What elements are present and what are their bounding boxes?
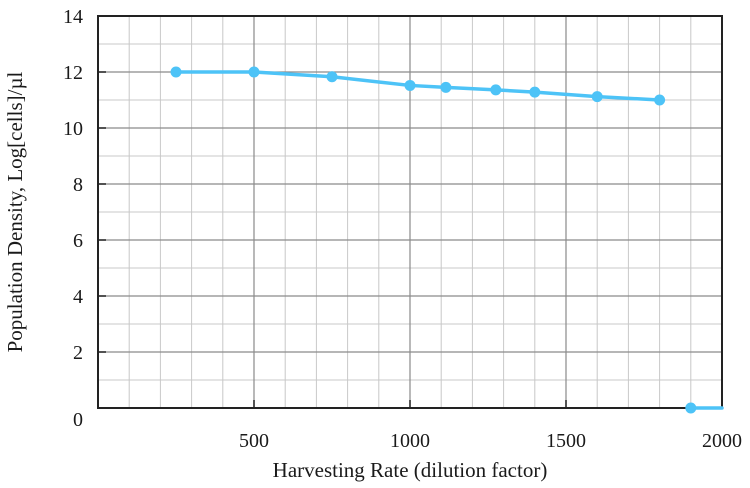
y-axis-ticks: 0 2 4 6 8 10 12 14 bbox=[63, 6, 106, 431]
x-tick-label: 1500 bbox=[546, 430, 586, 452]
data-point bbox=[654, 94, 666, 106]
y-tick-label: 0 bbox=[73, 409, 83, 431]
x-axis-title: Harvesting Rate (dilution factor) bbox=[273, 458, 548, 482]
x-tick-label: 1000 bbox=[390, 430, 430, 452]
data-point bbox=[248, 66, 260, 78]
y-tick-label: 8 bbox=[73, 174, 83, 196]
y-tick-label: 14 bbox=[63, 6, 83, 28]
y-tick-label: 2 bbox=[73, 342, 83, 364]
y-tick-label: 10 bbox=[63, 118, 83, 140]
x-axis-ticks: 500 1000 1500 2000 bbox=[239, 400, 742, 452]
major-gridlines bbox=[98, 16, 722, 408]
series-line bbox=[174, 70, 662, 102]
data-point bbox=[591, 91, 603, 103]
y-tick-label: 6 bbox=[73, 230, 83, 252]
data-point bbox=[490, 84, 502, 96]
series-layer bbox=[170, 66, 724, 414]
y-tick-label: 12 bbox=[63, 62, 83, 84]
x-tick-label: 500 bbox=[239, 430, 269, 452]
data-point bbox=[440, 81, 452, 93]
x-tick-label: 2000 bbox=[702, 430, 742, 452]
y-tick-label: 4 bbox=[73, 286, 83, 308]
data-point bbox=[529, 86, 541, 98]
data-point bbox=[404, 79, 416, 91]
data-point bbox=[326, 71, 338, 83]
data-point bbox=[685, 402, 697, 414]
y-axis-title: Population Density, Log[cells]/µl bbox=[3, 71, 27, 352]
data-point bbox=[170, 66, 182, 78]
